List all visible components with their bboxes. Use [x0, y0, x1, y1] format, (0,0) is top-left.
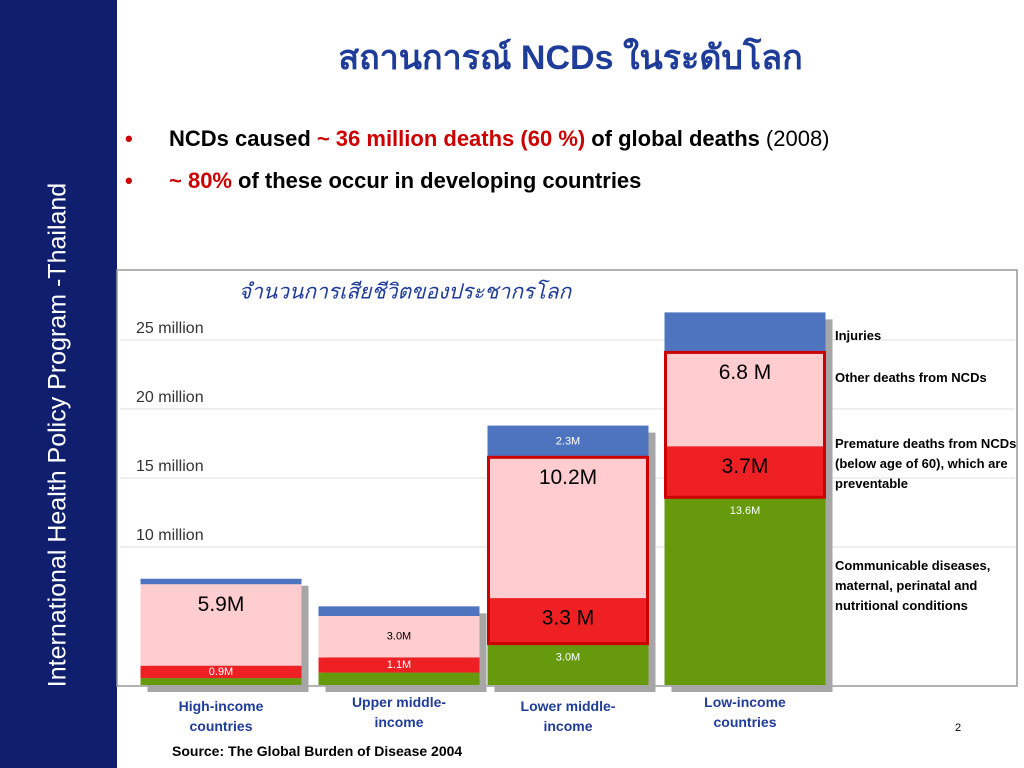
bar-segment [140, 578, 302, 585]
page-number: 2 [955, 722, 962, 734]
y-tick-label: 20 million [136, 389, 204, 406]
chart-title: จำนวนการเสียชีวิตของประชากรโลก [239, 280, 573, 304]
data-label: 0.9M [209, 666, 233, 678]
x-tick-label: High-income countries [178, 698, 264, 734]
data-label: 1.1M [387, 659, 411, 671]
bar-segment [664, 446, 826, 498]
ncd-outline [664, 350, 826, 499]
bar-base [671, 683, 833, 691]
legend-entry: Communicable diseases, maternal, perinat… [835, 558, 991, 613]
bar-base [494, 683, 656, 691]
x-tick-label: Upper middle-income [351, 694, 447, 730]
bullet: • ~ 80% of these occur in developing count… [125, 168, 641, 194]
bar-base [147, 683, 309, 691]
slide-title: สถานการณ์ NCDs ในระดับโลก [338, 39, 803, 77]
bar-segment [140, 678, 302, 685]
bullet-text: of global deaths [591, 126, 760, 151]
bar-segment [140, 584, 302, 666]
sidebar [0, 0, 117, 768]
x-tick-label: Lower middle-income [520, 698, 616, 734]
data-label: 10.2M [539, 466, 597, 489]
bar-segment [664, 497, 826, 685]
bar-segment [664, 352, 826, 447]
y-tick-label: 15 million [136, 458, 204, 475]
x-tick-label: Low-income countries [704, 694, 786, 730]
bar-segment [664, 312, 826, 353]
data-label: 2.3M [556, 435, 580, 447]
bullet-dot: • [125, 126, 133, 151]
y-tick-label: 25 million [136, 320, 204, 337]
bar-segment [487, 457, 649, 599]
y-tick-label: 10 million [136, 527, 204, 544]
bullet-text: of these occur in developing countries [238, 168, 642, 193]
bar-segment [318, 657, 480, 673]
bar-segment [140, 665, 302, 679]
data-label: 13.6M [730, 505, 761, 517]
legend-entry: Premature deaths from NCDs (below age of… [835, 436, 1017, 491]
bullet-text: (2008) [765, 126, 830, 151]
bar-segment [318, 616, 480, 658]
bar-segment [487, 425, 649, 458]
ncd-outline [487, 455, 649, 646]
data-label: 6.8 M [719, 361, 772, 384]
bar-base [325, 683, 487, 691]
data-label: 5.9M [198, 593, 245, 616]
bullet-dot: • [125, 168, 133, 193]
bullet-text: NCDs caused [169, 126, 311, 151]
bar-segment [318, 672, 480, 685]
legend-entry: Injuries [835, 328, 882, 343]
data-label: 3.7M [722, 455, 769, 478]
data-label: 3.3 M [542, 607, 595, 630]
bullet-text: ~ 36 million deaths (60 %) [316, 126, 586, 151]
data-label: 3.0M [556, 652, 580, 664]
data-label: 3.0M [387, 631, 411, 643]
bar-segment [487, 598, 649, 644]
source: Source: The Global Burden of Disease 200… [172, 743, 463, 759]
legend-entry: Other deaths from NCDs [835, 370, 987, 385]
bullet: • NCDs caused ~ 36 million deaths (60 %) of… [125, 126, 830, 152]
bullet-text: ~ 80% [169, 168, 232, 193]
bar-segment [487, 643, 649, 685]
bar-segment [318, 606, 480, 616]
